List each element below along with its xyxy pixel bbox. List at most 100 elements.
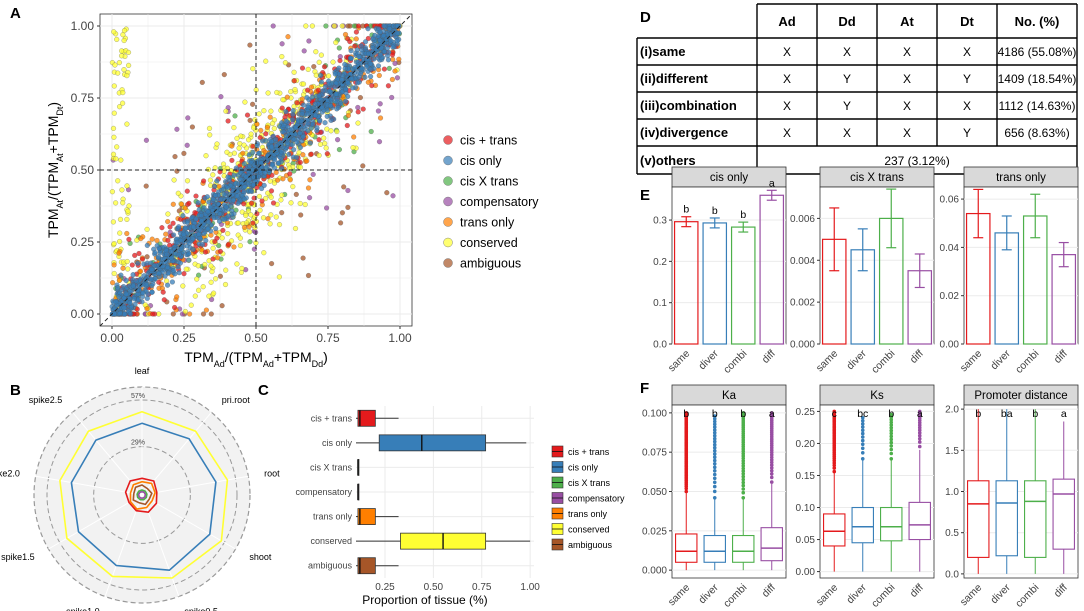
scatter-point (207, 177, 213, 183)
scatter-point (317, 141, 324, 147)
box-body (995, 480, 1018, 557)
scatter-point (115, 285, 121, 291)
outlier-point (741, 490, 746, 495)
radar-axis-label: root (264, 469, 280, 479)
legend-dot (443, 176, 453, 186)
scatter-point (186, 250, 192, 257)
scatter-point (290, 111, 296, 118)
legend-label: ambiguous (568, 540, 613, 550)
scatter-point (301, 48, 307, 54)
scatter-point (140, 290, 146, 296)
scatter-point (314, 125, 320, 131)
table-cell: X (783, 72, 791, 86)
scatter-point (273, 169, 279, 175)
scatter-point (202, 261, 208, 268)
scatter-point (176, 270, 182, 276)
scatter-point (394, 23, 401, 29)
scatter-point (355, 109, 361, 115)
scatter-point (336, 45, 342, 51)
y-tick-label: 0.5 (945, 528, 959, 539)
scatter-point (290, 116, 296, 123)
x-category-label: same (958, 348, 985, 375)
scatter-point (114, 144, 120, 150)
scatter-point (316, 93, 322, 99)
scatter-point (132, 252, 138, 258)
facet-title: cis X trans (850, 172, 904, 184)
scatter-point (375, 43, 381, 49)
scatter-point (167, 224, 173, 230)
scatter-point (205, 226, 211, 232)
x-category-label: same (666, 348, 693, 375)
facet-plot-area (819, 404, 935, 579)
table-cell: 237 (3.12%) (884, 154, 949, 168)
scatter-point (205, 166, 211, 172)
scatter-point (248, 131, 254, 137)
scatter-point (309, 23, 315, 29)
scatter-point (268, 194, 274, 200)
y-tick-label: 0.10 (796, 503, 816, 514)
scatter-point (294, 100, 300, 106)
scatter-point (269, 261, 275, 267)
scatter-point (178, 246, 184, 252)
scatter-point (148, 260, 154, 266)
table-row-label: (v)others (640, 153, 696, 168)
scatter-point (268, 188, 275, 194)
scatter-point (356, 74, 362, 80)
scatter-point (200, 284, 206, 290)
scatter-point (308, 84, 315, 90)
scatter-point (247, 229, 253, 235)
scatter-point (279, 54, 285, 60)
scatter-point (273, 143, 279, 149)
scatter-point (182, 205, 188, 211)
scatter-point (111, 110, 117, 116)
scatter-point (217, 169, 223, 175)
y-tick-label: 0.0 (945, 569, 959, 580)
scatter-point (126, 62, 132, 68)
facet-title: cis only (710, 172, 749, 184)
x-category-label: diff (1052, 348, 1070, 366)
scatter-point (212, 238, 218, 245)
scatter-point (121, 37, 127, 44)
outlier-point (712, 472, 717, 477)
scatter-point (199, 241, 206, 247)
scatter-point (282, 60, 288, 66)
scatter-point (116, 60, 122, 66)
scatter-point (386, 65, 392, 71)
scatter-point (367, 61, 373, 67)
scatter-point (223, 267, 229, 273)
scatter-point (299, 96, 305, 102)
scatter-point (229, 192, 235, 198)
scatter-point (322, 120, 328, 126)
scatter-point (124, 121, 130, 127)
box-body (880, 506, 903, 542)
x-category-label: combi (869, 582, 897, 610)
scatter-point (212, 165, 218, 171)
scatter-point (331, 23, 337, 29)
scatter-point (268, 108, 274, 114)
scatter-point (124, 258, 130, 265)
outlier-point (889, 447, 894, 452)
table-cell: Y (963, 72, 971, 86)
scatter-point (381, 66, 387, 72)
scatter-point (279, 149, 285, 155)
scatter-point (161, 297, 167, 303)
scatter-point (113, 299, 119, 305)
scatter-point (184, 188, 190, 194)
y-label-part: ) (45, 102, 61, 107)
scatter-point (299, 138, 305, 144)
scatter-point (333, 91, 339, 97)
scatter-point (276, 274, 282, 280)
scatter-point (353, 29, 359, 35)
scatter-point (337, 58, 343, 64)
scatter-point (225, 231, 231, 237)
scatter-point (196, 287, 202, 293)
box-body (967, 480, 990, 558)
scatter-point (213, 276, 219, 282)
scatter-point (119, 53, 125, 59)
scatter-point (120, 90, 126, 96)
scatter-point (109, 189, 115, 195)
legend-label: trans only (568, 509, 608, 519)
scatter-point (369, 83, 375, 89)
scatter-point (130, 283, 136, 289)
scatter-point (352, 64, 358, 70)
